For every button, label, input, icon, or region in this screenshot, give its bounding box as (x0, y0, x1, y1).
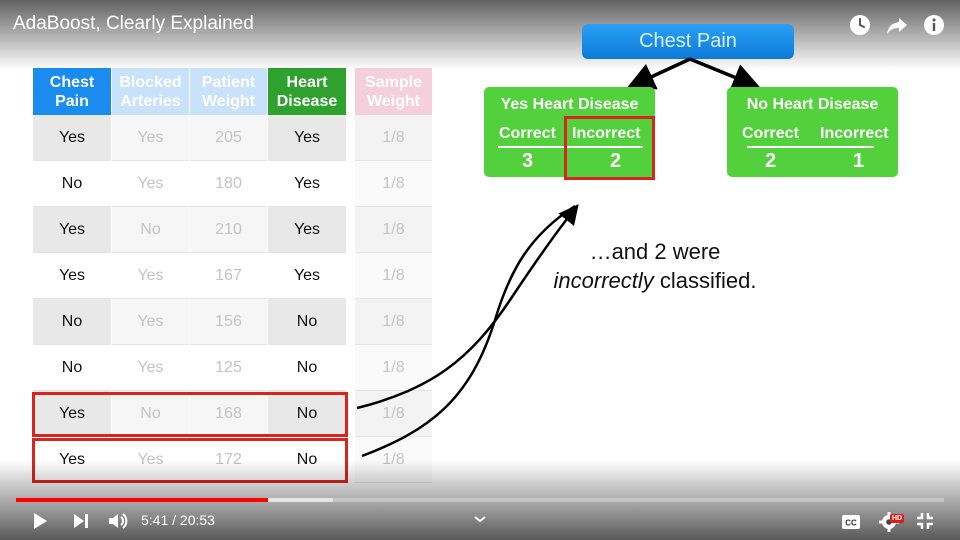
leaf-title: No Heart Disease (746, 96, 879, 113)
cell-chest-pain: Yes (33, 253, 111, 299)
cell-blocked-arteries: Yes (112, 253, 189, 299)
cell-sample-weight: 1/8 (355, 161, 432, 207)
incorrect-label: Incorrect (572, 125, 641, 142)
incorrect-highlight-box (564, 116, 655, 180)
arrow-left-branch (626, 57, 691, 90)
cell-chest-pain: No (33, 345, 111, 391)
header-heart-disease: Heart Disease (268, 68, 346, 115)
correct-label: Correct (742, 125, 799, 142)
cell-sample-weight: 1/8 (355, 207, 432, 253)
watch-later-icon[interactable] (848, 13, 872, 37)
leaf-divider (498, 146, 643, 148)
volume-icon[interactable] (107, 510, 129, 532)
correct-count: 2 (765, 150, 777, 172)
highlighted-row-box (32, 392, 348, 437)
cell-blocked-arteries: Yes (112, 115, 189, 161)
incorrect-count: 2 (610, 150, 622, 172)
video-title[interactable]: AdaBoost, Clearly Explained (13, 13, 254, 34)
caption-line-2: incorrectly classified. (520, 266, 790, 295)
arrow-curve-row8 (361, 204, 576, 458)
cell-patient-weight: 210 (190, 207, 267, 253)
cell-chest-pain: No (33, 299, 111, 345)
leaf-divider (747, 146, 874, 148)
tree-root-node: Chest Pain (582, 24, 794, 59)
cell-patient-weight: 168 (190, 391, 267, 437)
cell-patient-weight: 205 (190, 115, 267, 161)
cell-heart-disease: Yes (268, 253, 346, 299)
share-icon[interactable] (885, 13, 909, 37)
leaf-yes-heart-disease: Yes Heart Disease Correct Incorrect 3 2 (484, 87, 655, 177)
cell-blocked-arteries: Yes (112, 345, 189, 391)
cell-patient-weight: 167 (190, 253, 267, 299)
svg-text:CC: CC (845, 519, 857, 528)
caption-emphasis: incorrectly (553, 268, 654, 293)
caption-text: …and 2 were incorrectly classified. (520, 237, 790, 295)
cell-blocked-arteries: Yes (112, 299, 189, 345)
cell-blocked-arteries: No (112, 391, 189, 437)
caption-line-1: …and 2 were (589, 239, 721, 264)
progress-bar[interactable] (16, 498, 944, 502)
header-chest-pain: Chest Pain (33, 68, 111, 115)
correct-count: 3 (522, 150, 534, 172)
cell-heart-disease: Yes (268, 115, 346, 161)
cell-sample-weight: 1/8 (355, 253, 432, 299)
chevron-up-icon[interactable] (473, 514, 487, 524)
cell-blocked-arteries: No (112, 207, 189, 253)
cell-chest-pain: Yes (33, 391, 111, 437)
cell-blocked-arteries: Yes (112, 161, 189, 207)
cell-heart-disease: No (268, 391, 346, 437)
exit-fullscreen-icon[interactable] (915, 511, 935, 531)
arrow-curve-row7 (356, 204, 579, 410)
cell-sample-weight: 1/8 (355, 345, 432, 391)
caption-rest: classified. (653, 268, 757, 293)
leaf-no-heart-disease: No Heart Disease Correct Incorrect 2 1 (727, 87, 898, 177)
cell-heart-disease: No (268, 299, 346, 345)
progress-played (16, 498, 269, 502)
next-icon[interactable] (72, 513, 90, 529)
captions-icon[interactable]: CC (841, 514, 861, 530)
cell-chest-pain: Yes (33, 115, 111, 161)
header-sample-weight: Sample Weight (355, 68, 432, 115)
top-overlay (0, 0, 960, 70)
correct-label: Correct (499, 125, 556, 142)
hd-badge: HD (890, 514, 905, 523)
cell-chest-pain: Yes (33, 207, 111, 253)
time-display: 5:41 / 20:53 (141, 512, 215, 528)
info-icon[interactable] (922, 13, 946, 37)
incorrect-label: Incorrect (820, 125, 889, 142)
play-icon[interactable] (30, 511, 50, 531)
cell-sample-weight: 1/8 (355, 115, 432, 161)
cell-sample-weight: 1/8 (355, 391, 432, 437)
cell-patient-weight: 156 (190, 299, 267, 345)
incorrect-count: 1 (853, 150, 865, 172)
cell-heart-disease: Yes (268, 207, 346, 253)
leaf-title: Yes Heart Disease (500, 96, 639, 113)
cell-patient-weight: 180 (190, 161, 267, 207)
header-patient-weight: Patient Weight (190, 68, 267, 115)
header-blocked-arteries: Blocked Arteries (112, 68, 189, 115)
cell-heart-disease: Yes (268, 161, 346, 207)
arrow-right-branch (689, 57, 761, 91)
cell-chest-pain: No (33, 161, 111, 207)
cell-patient-weight: 125 (190, 345, 267, 391)
cell-sample-weight: 1/8 (355, 299, 432, 345)
cell-heart-disease: No (268, 345, 346, 391)
